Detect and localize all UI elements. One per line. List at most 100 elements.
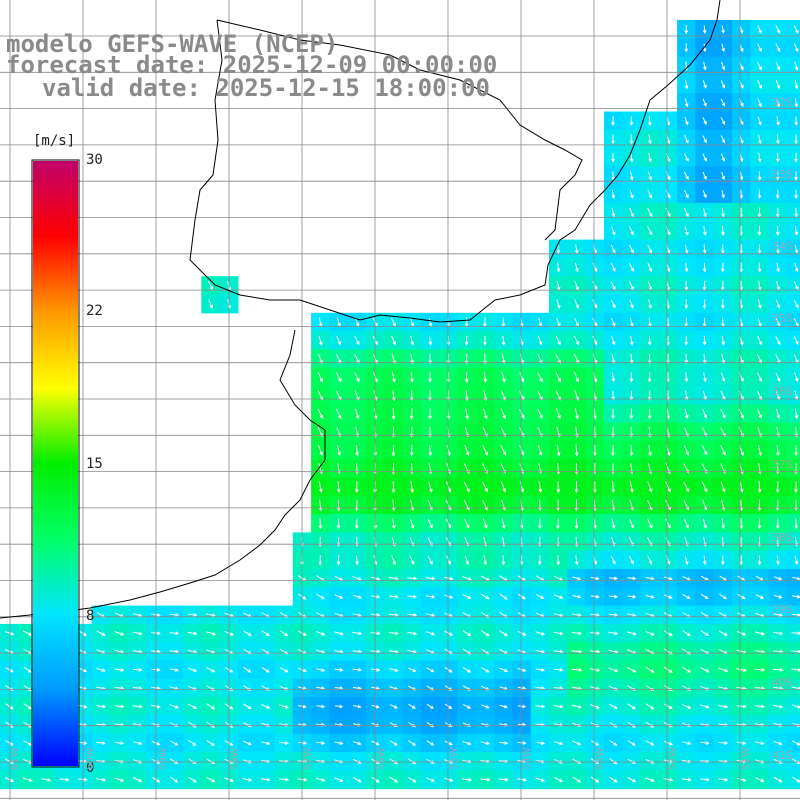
wind-arrow [41, 778, 52, 782]
wind-arrow [684, 116, 689, 126]
wind-arrow [647, 262, 653, 273]
wind-arrow [703, 372, 707, 383]
wind-arrow [537, 372, 543, 383]
wind-arrow [700, 777, 710, 782]
wind-arrow [663, 703, 673, 710]
wind-arrow [629, 226, 634, 236]
wind-arrow [518, 390, 525, 401]
wind-arrow [428, 481, 433, 493]
wind-arrow [645, 703, 655, 710]
wind-arrow [499, 704, 509, 709]
wind-arrow [627, 576, 637, 581]
lon-label-52w: 52W [668, 747, 679, 770]
wind-arrow [702, 244, 707, 254]
wind-arrow [720, 153, 726, 162]
wind-arrow [611, 372, 616, 383]
wind-arrow [629, 518, 634, 529]
wind-arrow [681, 741, 692, 746]
wind-cell [786, 276, 800, 296]
wind-arrow [700, 593, 709, 600]
wind-arrow [187, 613, 198, 617]
wind-arrow [318, 518, 323, 530]
wind-cell [786, 660, 800, 680]
wind-arrow [720, 80, 726, 89]
wind-arrow [537, 408, 543, 419]
wind-arrow [647, 353, 652, 365]
wind-arrow [665, 481, 671, 493]
wind-arrow [775, 79, 781, 90]
wind-arrow [627, 703, 636, 710]
wind-cell [786, 349, 800, 369]
wind-arrow [683, 171, 689, 181]
wind-arrow [684, 335, 689, 346]
wind-arrow [132, 704, 143, 709]
wind-arrow [628, 244, 634, 254]
wind-arrow [647, 189, 653, 199]
wind-arrow [132, 741, 143, 746]
wind-arrow [408, 703, 416, 709]
wind-arrow [23, 703, 33, 710]
wind-arrow [629, 408, 634, 420]
lat-label-36s: 36S [772, 385, 793, 398]
wind-arrow [647, 171, 653, 181]
wind-arrow [243, 703, 252, 710]
wind-arrow [592, 335, 598, 346]
wind-arrow [462, 594, 472, 599]
wind-arrow [775, 225, 780, 236]
wind-arrow [169, 704, 179, 709]
wind-arrow [757, 518, 762, 530]
wind-arrow [611, 408, 615, 420]
wind-arrow [114, 668, 125, 672]
wind-arrow [757, 116, 762, 126]
wind-arrow [483, 353, 487, 365]
wind-arrow [409, 555, 415, 565]
wind-arrow [336, 336, 342, 346]
wind-arrow [610, 299, 616, 309]
wind-arrow [571, 704, 583, 709]
wind-arrow [720, 299, 725, 310]
wind-arrow [501, 390, 506, 401]
wind-arrow [464, 335, 469, 346]
wind-arrow [574, 444, 579, 457]
wind-arrow [537, 555, 542, 566]
wind-arrow [428, 444, 433, 457]
wind-arrow [718, 741, 729, 745]
wind-arrow [480, 630, 490, 637]
wind-arrow [336, 555, 341, 566]
wind-cell [786, 386, 800, 405]
wind-arrow [352, 741, 362, 746]
wind-arrow [553, 649, 564, 654]
wind-arrow [555, 335, 561, 346]
wind-arrow [682, 594, 691, 599]
wind-arrow [426, 740, 435, 746]
wind-arrow [611, 207, 616, 218]
wind-arrow [169, 776, 179, 783]
wind-arrow [574, 371, 580, 383]
wind-arrow [703, 61, 707, 71]
wind-arrow [77, 704, 88, 709]
wind-arrow [629, 171, 634, 181]
wind-arrow [483, 555, 488, 566]
wind-arrow [721, 190, 725, 199]
wind-arrow [610, 317, 616, 327]
wind-arrow [261, 703, 271, 709]
wind-arrow [334, 631, 344, 636]
wind-cell [786, 367, 800, 387]
wind-arrow [700, 741, 710, 745]
wind-arrow [389, 668, 399, 672]
wind-arrow [535, 741, 546, 745]
wind-cell [786, 422, 800, 442]
wind-arrow [553, 776, 564, 783]
wind-arrow [592, 317, 598, 327]
wind-arrow [739, 481, 744, 494]
wind-arrow [775, 518, 780, 530]
lat-label-39s: 39S [772, 603, 793, 616]
wind-arrow [318, 499, 323, 512]
wind-arrow [629, 116, 634, 126]
wind-arrow [776, 98, 781, 108]
wind-arrow [553, 667, 564, 672]
lat-label-34s: 34S [772, 240, 793, 253]
wind-arrow [791, 631, 800, 636]
wind-cell [786, 166, 800, 186]
wind-arrow [702, 25, 707, 35]
